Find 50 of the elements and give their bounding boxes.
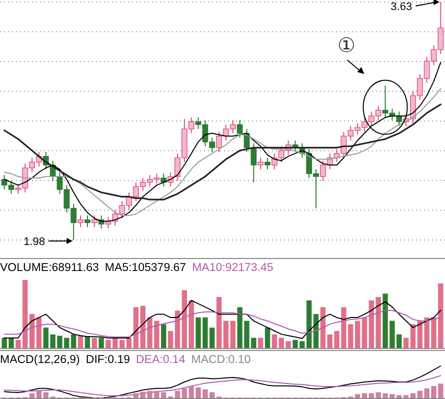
bar [174, 390, 180, 398]
candlestick [258, 157, 264, 170]
annotation: ① [337, 35, 356, 57]
bar [362, 393, 368, 398]
bar [119, 340, 125, 348]
annotation: MACD:0.10 [191, 354, 251, 366]
bar [403, 338, 409, 348]
bar [133, 393, 139, 398]
bar [36, 390, 42, 398]
bar [133, 307, 139, 348]
bar [410, 324, 416, 348]
bar [78, 336, 84, 348]
bar [84, 336, 90, 348]
candlestick [84, 214, 90, 228]
annotation: DEA:0.14 [136, 354, 186, 366]
candlestick [250, 142, 257, 183]
bar [306, 300, 312, 348]
bar [174, 310, 180, 348]
chart-title: MACD(12,26,9) [0, 354, 80, 366]
bar [126, 338, 132, 348]
bar [161, 324, 166, 348]
candlestick [160, 173, 167, 188]
bar [320, 307, 326, 348]
bar [354, 320, 360, 348]
bar [223, 320, 229, 348]
bar [354, 394, 360, 398]
text: MA5:105379.67 [104, 262, 186, 274]
candlestick [264, 157, 270, 170]
bar [272, 334, 278, 348]
bar [98, 338, 104, 348]
bar [403, 395, 409, 398]
candlestick [91, 214, 98, 228]
bar [264, 328, 270, 348]
bar [168, 331, 174, 348]
bar [29, 393, 35, 398]
bar [216, 297, 222, 348]
text: MA10:92173.45 [192, 262, 274, 274]
bar [36, 317, 42, 348]
annotation: DIF:0.19 [86, 354, 130, 366]
bar [313, 314, 319, 348]
annotation: 3.63 [390, 1, 412, 13]
bar [29, 314, 35, 348]
chart-title: VOLUME:68911.63 [0, 262, 99, 274]
bar [258, 338, 264, 348]
bar [230, 320, 236, 348]
candlestick [78, 214, 84, 228]
annotation: 1.98 [24, 236, 46, 248]
bar [92, 338, 97, 348]
bar [410, 393, 416, 398]
bar [362, 317, 368, 348]
